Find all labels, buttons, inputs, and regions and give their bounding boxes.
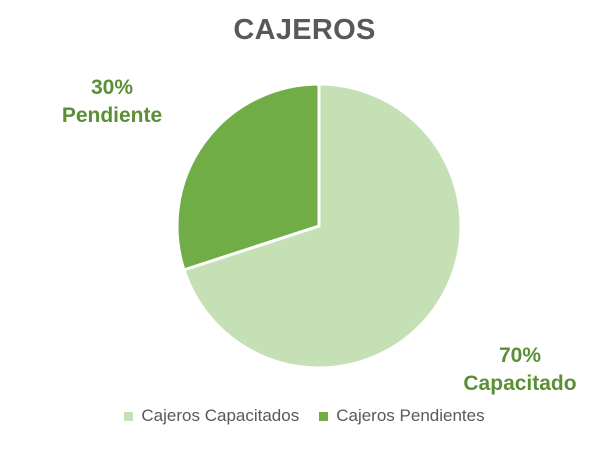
legend-item-capacitados[interactable]: Cajeros Capacitados xyxy=(124,406,299,426)
pie-slice-pendientes xyxy=(175,82,321,272)
legend-item-pendientes[interactable]: Cajeros Pendientes xyxy=(319,406,485,426)
data-label-pendiente-percent: 30% xyxy=(90,76,134,99)
data-label-pendiente-text: Pendiente xyxy=(61,104,163,127)
pie-slice-capacitados xyxy=(182,82,463,370)
data-label-capacitado-percent: 70% xyxy=(498,344,542,367)
chart-title: CAJEROS xyxy=(233,14,376,46)
legend-label-pendientes: Cajeros Pendientes xyxy=(336,406,485,425)
legend-swatch-capacitados xyxy=(124,411,134,421)
legend: Cajeros Capacitados Cajeros Pendientes xyxy=(0,406,609,426)
legend-swatch-pendientes xyxy=(319,411,329,421)
data-label-pendiente: 30% Pendiente xyxy=(42,74,182,130)
data-label-capacitado: 70% Capacitado xyxy=(440,342,600,398)
legend-label-capacitados: Cajeros Capacitados xyxy=(141,406,300,425)
data-label-capacitado-text: Capacitado xyxy=(463,372,577,395)
